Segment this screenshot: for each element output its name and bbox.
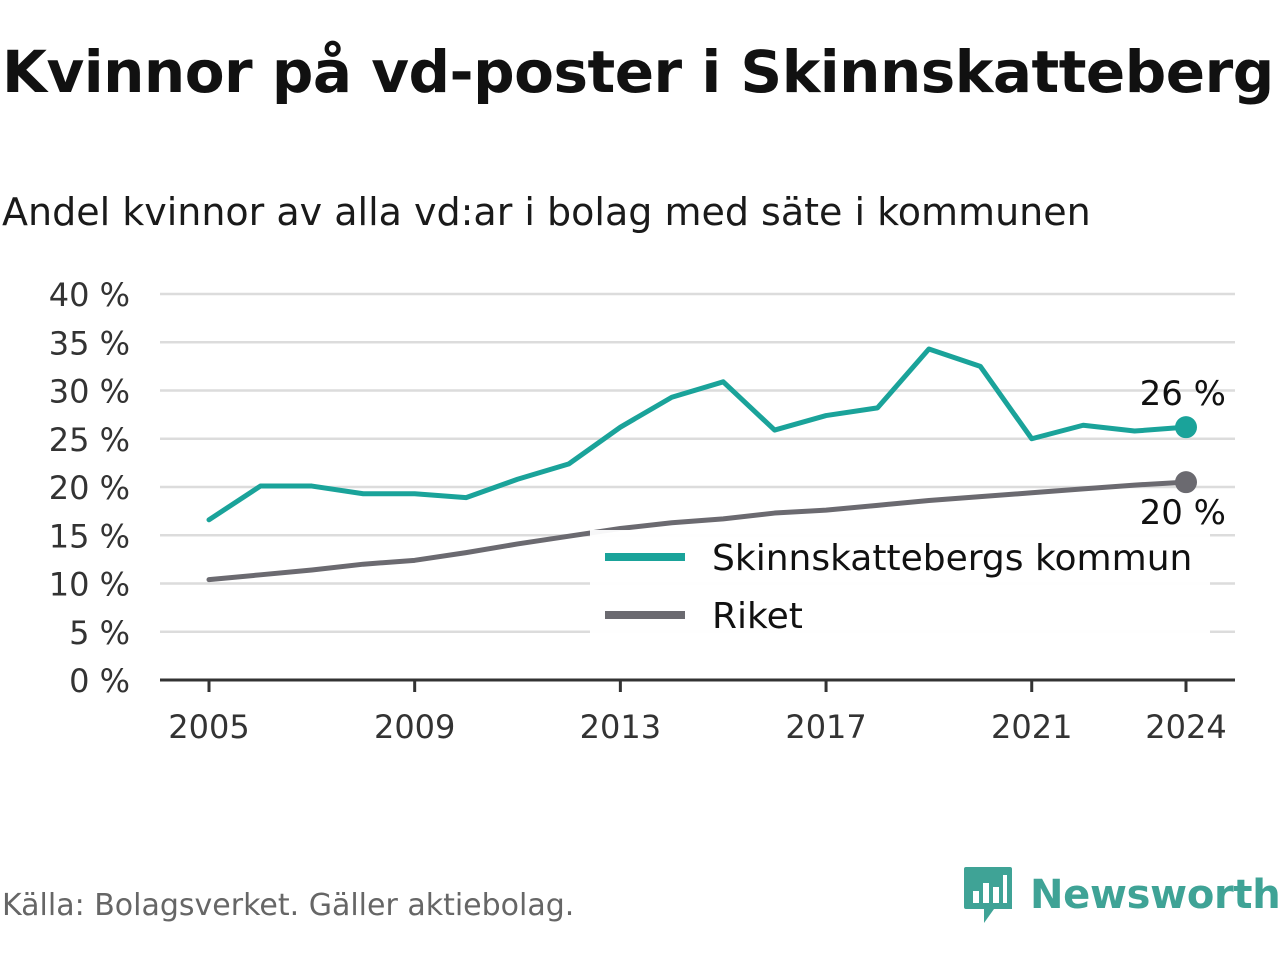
y-tick-label: 10 % — [49, 566, 130, 604]
legend-label: Skinnskattebergs kommun — [712, 538, 1192, 579]
x-tick-label: 2005 — [168, 708, 249, 746]
x-tick-label: 2013 — [580, 708, 661, 746]
x-tick-label: 2024 — [1145, 708, 1226, 746]
series-end-point — [1175, 471, 1197, 494]
series-line-skinnskatteberg — [206, 346, 1189, 523]
y-axis-ticks: 0 % 5 % 10 % 15 % 20 % 25 % 30 % 35 % 40 % — [49, 276, 130, 700]
end-labels: 26 % 20 % — [1140, 374, 1226, 533]
x-tick-label: 2017 — [785, 708, 866, 746]
x-axis: 2005 2009 2013 2017 2021 2024 — [160, 678, 1235, 746]
brand-logo: Newsworthy — [962, 865, 1280, 925]
x-tick-label: 2009 — [374, 708, 455, 746]
y-tick-label: 15 % — [49, 517, 130, 555]
y-tick-label: 25 % — [49, 421, 130, 459]
end-label-skinnskatteberg: 26 % — [1140, 374, 1226, 414]
x-tick-label: 2021 — [991, 708, 1072, 746]
series-end-point — [1175, 416, 1197, 439]
brand-name: Newsworthy — [1030, 872, 1280, 918]
y-tick-label: 40 % — [49, 276, 130, 314]
legend-background — [590, 530, 1210, 640]
legend: Skinnskattebergs kommun Riket — [590, 530, 1210, 640]
legend-label: Riket — [712, 596, 803, 637]
chart-subtitle: Andel kvinnor av alla vd:ar i bolag med … — [2, 190, 1091, 234]
y-tick-label: 35 % — [49, 324, 130, 362]
series-line-riket — [206, 479, 1189, 583]
y-tick-label: 30 % — [49, 373, 130, 411]
y-tick-label: 5 % — [69, 614, 130, 652]
source-note: Källa: Bolagsverket. Gäller aktiebolag. — [2, 888, 575, 923]
chart-title: Kvinnor på vd-poster i Skinnskatteberg — [2, 38, 1274, 106]
series-lines — [206, 346, 1197, 583]
newsworthy-logo-icon — [964, 867, 1012, 923]
end-label-riket: 20 % — [1140, 493, 1226, 533]
y-tick-label: 20 % — [49, 469, 130, 507]
y-tick-label: 0 % — [69, 662, 130, 700]
